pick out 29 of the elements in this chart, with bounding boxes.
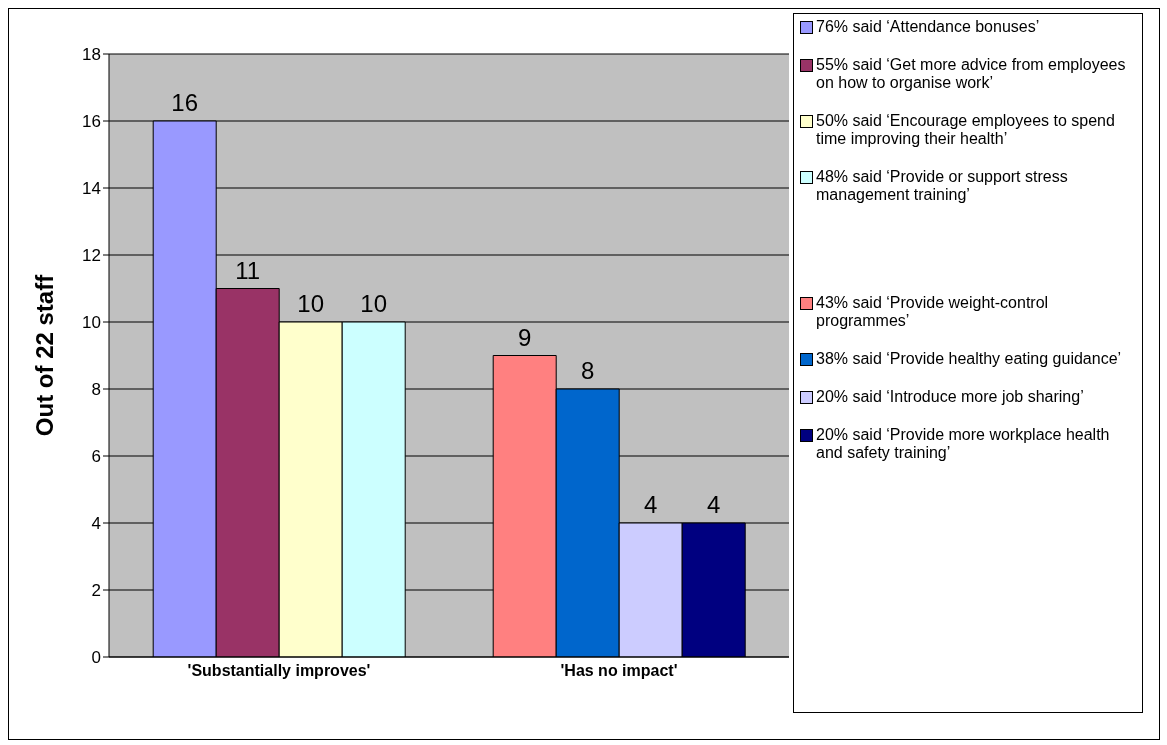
legend-label: 38% said ‘Provide healthy eating guidance’	[816, 350, 1122, 368]
data-label: 4	[644, 491, 658, 518]
y-tick-label: 16	[82, 112, 101, 132]
data-label: 11	[235, 256, 261, 284]
x-tick-label: 'Has no impact'	[560, 662, 678, 680]
legend-label: 55% said ‘Get more advice from employees on how to organise work’	[816, 56, 1127, 92]
legend-label: 43% said ‘Provide weight-control programmes’	[816, 294, 1050, 330]
y-tick-label: 14	[82, 179, 101, 199]
data-label: 10	[360, 290, 388, 317]
data-label: 10	[297, 290, 325, 317]
y-tick-label: 0	[91, 648, 101, 668]
y-tick-label: 4	[91, 514, 101, 534]
legend-label: 48% said ‘Provide or support stress management training’	[816, 168, 1069, 204]
data-label: 16	[171, 89, 199, 116]
legend-label: 50% said ‘Encourage employees to spend time improving their health’	[816, 112, 1116, 148]
y-tick-label: 6	[91, 447, 101, 467]
legend-label: 20% said ‘Provide more workplace health and safety training’	[816, 426, 1111, 462]
x-tick-label: 'Substantially improves'	[187, 662, 371, 680]
legend-label: 20% said ‘Introduce more job sharing’	[816, 388, 1084, 406]
y-tick-label: 12	[82, 246, 101, 266]
data-label: 4	[707, 491, 721, 518]
data-label: 9	[518, 323, 532, 351]
y-tick-label: 10	[82, 313, 101, 333]
y-tick-label: 18	[82, 45, 101, 65]
y-axis-title: Out of 22 staff	[30, 273, 58, 437]
data-label: 8	[581, 357, 595, 384]
y-tick-label: 2	[91, 581, 101, 601]
y-tick-label: 8	[91, 380, 101, 400]
legend-label: 76% said ‘Attendance bonuses’	[816, 18, 1040, 36]
